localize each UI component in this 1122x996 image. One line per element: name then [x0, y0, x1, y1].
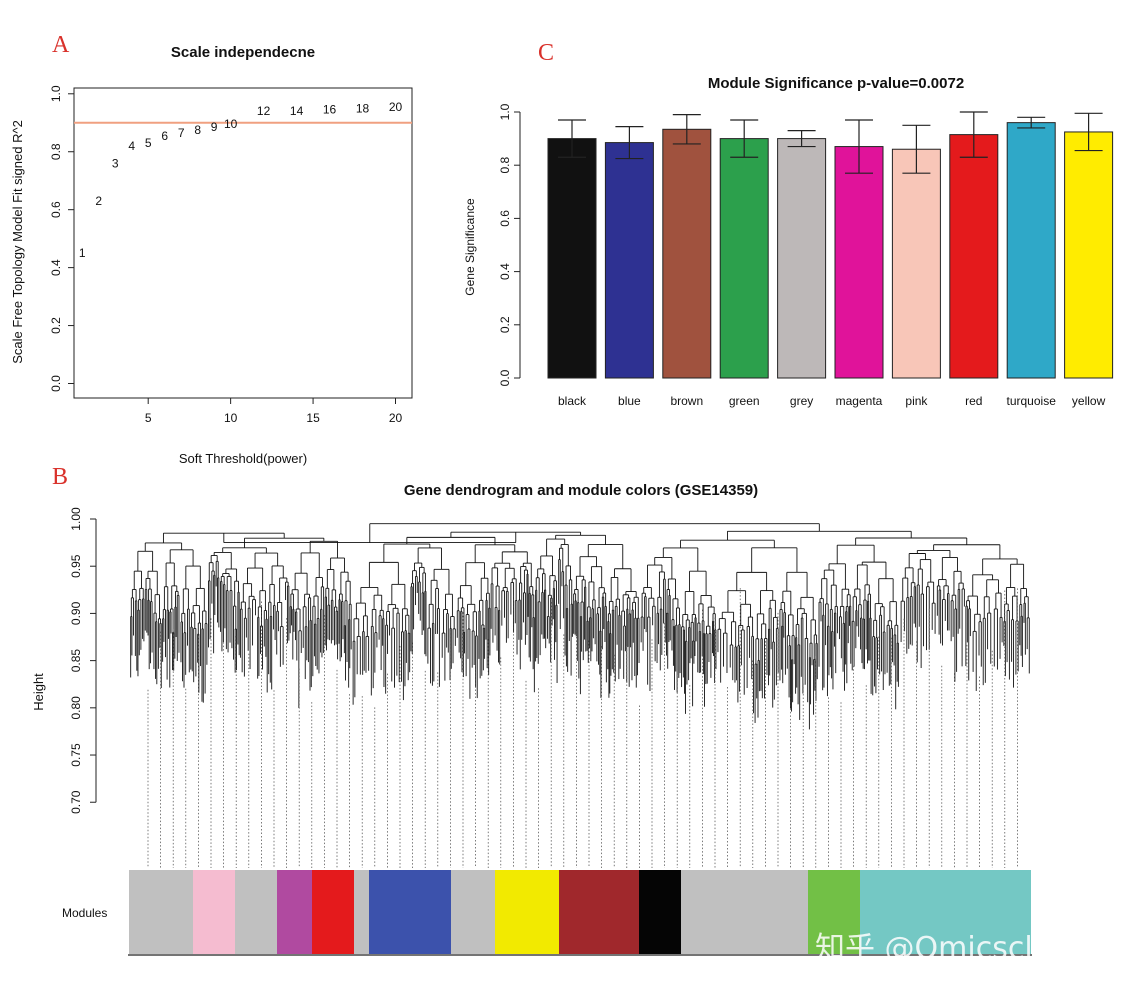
panel-b-dendrogram: B Gene dendrogram and module colors (GSE…: [31, 464, 1082, 966]
bar-yellow: [1064, 131, 1114, 379]
bar-black: [547, 138, 597, 379]
y-tick-label: 0.2: [49, 317, 63, 334]
category-label-turquoise: turquoise: [1007, 394, 1057, 408]
module-block: [129, 870, 193, 954]
y-tick-label: 0.0: [498, 369, 512, 386]
panel-label-b: B: [52, 464, 68, 490]
y-tick-label: 0.85: [69, 649, 83, 673]
category-label-red: red: [965, 394, 982, 408]
module-block: [681, 870, 808, 954]
module-block: [193, 870, 235, 954]
point-label: 14: [290, 104, 304, 118]
y-tick-label: 0.4: [498, 263, 512, 280]
y-tick-label: 0.8: [49, 143, 63, 160]
y-tick-label: 0.6: [498, 210, 512, 227]
y-tick-label: 0.70: [69, 790, 83, 814]
category-label-grey: grey: [790, 394, 813, 408]
module-block: [369, 870, 451, 954]
point-label: 9: [211, 120, 218, 134]
x-tick-label: 15: [306, 411, 320, 425]
bar-grey: [777, 138, 827, 379]
panel-c-module-significance: C Module Significance p-value=0.0072 Gen…: [463, 40, 1114, 408]
panel-a-xlabel: Soft Threshold(power): [179, 451, 307, 466]
watermark: 知乎 @Omicsclass: [815, 931, 1082, 966]
category-label-blue: blue: [618, 394, 641, 408]
module-block: [559, 870, 639, 954]
module-block: [451, 870, 495, 954]
y-tick-label: 0.4: [49, 259, 63, 276]
point-label: 3: [112, 156, 119, 170]
bar-red: [949, 134, 999, 379]
category-label-brown: brown: [670, 394, 703, 408]
panel-b-ylabel: Height: [31, 673, 46, 711]
y-tick-label: 1.0: [498, 103, 512, 120]
y-tick-label: 0.8: [498, 157, 512, 174]
point-label: 6: [161, 129, 168, 143]
bar-magenta: [834, 146, 884, 379]
panel-a-title: Scale independecne: [171, 44, 315, 61]
module-block: [495, 870, 559, 954]
category-label-magenta: magenta: [836, 394, 883, 408]
category-label-green: green: [729, 394, 760, 408]
bar-blue: [604, 142, 654, 379]
module-block: [235, 870, 277, 954]
panel-label-a: A: [52, 32, 70, 58]
module-block: [808, 870, 860, 954]
y-tick-label: 0.6: [49, 201, 63, 218]
point-label: 18: [356, 101, 370, 115]
y-tick-label: 1.0: [49, 85, 63, 102]
panel-c-ylabel: Gene Significance: [463, 198, 477, 296]
y-tick-label: 0.0: [49, 375, 63, 392]
y-tick-label: 1.00: [69, 507, 83, 531]
point-label: 7: [178, 126, 185, 140]
bar-brown: [662, 128, 712, 379]
point-label: 5: [145, 136, 152, 150]
x-tick-label: 10: [224, 411, 238, 425]
bar-pink: [891, 148, 941, 379]
y-tick-label: 0.95: [69, 554, 83, 578]
point-label: 4: [128, 139, 135, 153]
category-label-black: black: [558, 394, 587, 408]
point-label: 10: [224, 117, 238, 131]
module-block: [639, 870, 681, 954]
point-label: 16: [323, 103, 337, 117]
y-tick-label: 0.80: [69, 696, 83, 720]
module-block: [277, 870, 312, 954]
panel-a-ylabel: Scale Free Topology Model Fit signed R^2: [10, 120, 25, 364]
modules-track-label: Modules: [62, 906, 107, 920]
module-block: [860, 870, 1031, 954]
panel-a-scale-independence: A Scale independecne Soft Threshold(powe…: [10, 32, 413, 466]
point-label: 12: [257, 104, 271, 118]
x-tick-label: 20: [389, 411, 403, 425]
category-label-pink: pink: [905, 394, 928, 408]
panel-a-plot-box: [73, 87, 413, 399]
panel-b-title: Gene dendrogram and module colors (GSE14…: [404, 482, 758, 499]
panel-c-title: Module Significance p-value=0.0072: [708, 75, 964, 92]
category-label-yellow: yellow: [1072, 394, 1106, 408]
point-label: 2: [95, 194, 102, 208]
point-label: 20: [389, 100, 403, 114]
panel-label-c: C: [538, 40, 554, 66]
y-tick-label: 0.90: [69, 601, 83, 625]
x-tick-label: 5: [145, 411, 152, 425]
y-tick-label: 0.75: [69, 743, 83, 767]
point-label: 1: [79, 246, 86, 260]
point-label: 8: [194, 123, 201, 137]
y-tick-label: 0.2: [498, 316, 512, 333]
bar-turquoise: [1006, 122, 1056, 379]
module-block: [312, 870, 354, 954]
module-block: [354, 870, 369, 954]
bar-green: [719, 138, 769, 379]
